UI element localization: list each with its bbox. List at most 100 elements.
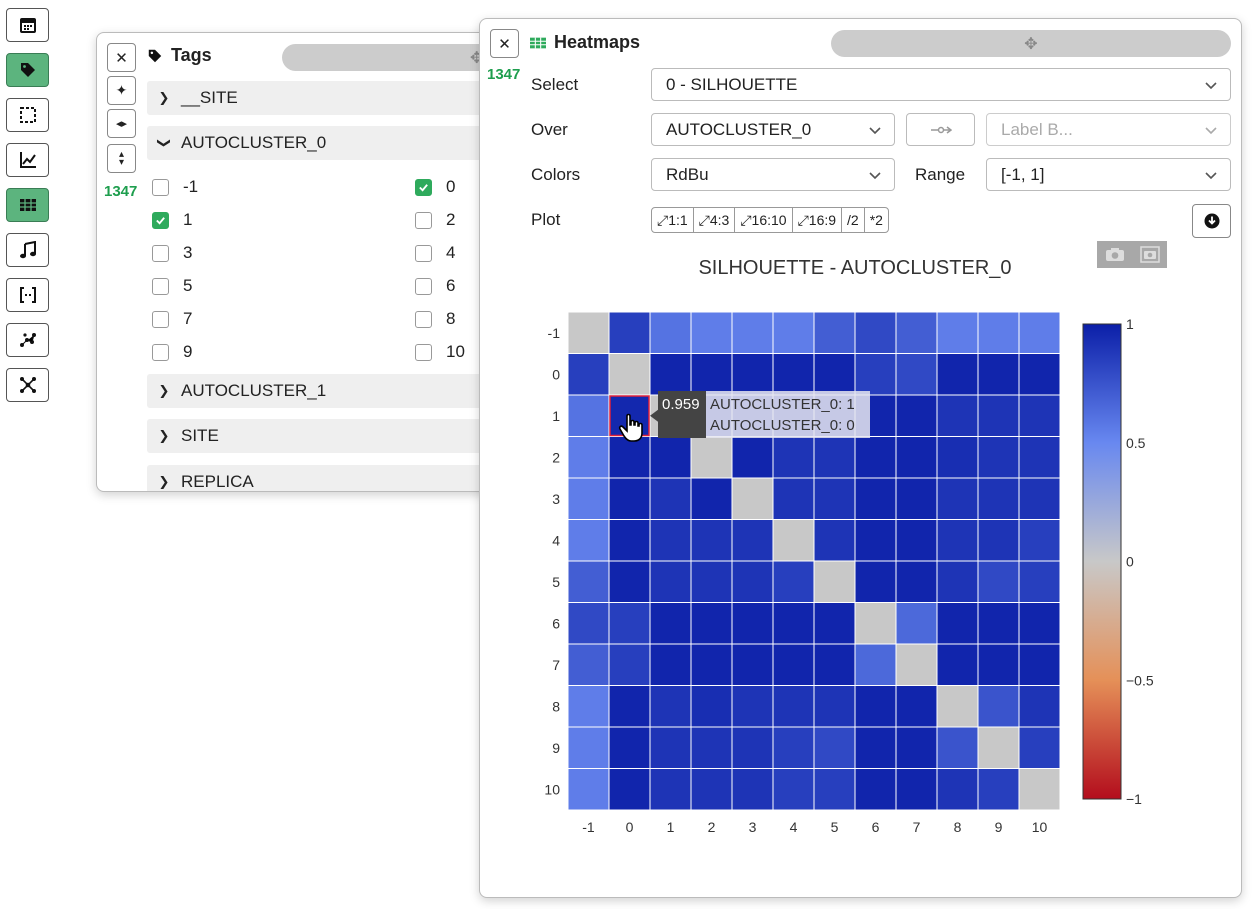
heatmap-cell[interactable] xyxy=(731,726,774,769)
music-button[interactable] xyxy=(6,233,49,267)
heatmap-cell[interactable] xyxy=(567,477,610,520)
tag-item-4[interactable]: 4 xyxy=(415,243,455,263)
download-button[interactable] xyxy=(1192,204,1231,238)
calendar-button[interactable] xyxy=(6,8,49,42)
heatmap-cell[interactable] xyxy=(649,602,692,645)
heatmap-cell[interactable] xyxy=(977,768,1020,811)
heatmap-cell[interactable] xyxy=(1018,477,1061,520)
heatmap-cell[interactable] xyxy=(567,311,610,354)
heatmap-cell[interactable] xyxy=(608,311,651,354)
heatmap-cell[interactable] xyxy=(772,477,815,520)
heatmap-cell[interactable] xyxy=(690,560,733,603)
heatmap-cell[interactable] xyxy=(813,519,856,562)
tag-group-site[interactable]: ❯ SITE xyxy=(147,419,482,453)
heatmap-cell[interactable] xyxy=(567,685,610,728)
heatmap-cell[interactable] xyxy=(649,726,692,769)
heatmap-cell[interactable] xyxy=(608,519,651,562)
tag-item-3[interactable]: 3 xyxy=(152,243,192,263)
heatmap-cell[interactable] xyxy=(731,353,774,396)
tags-button[interactable] xyxy=(6,53,49,87)
heatmap-cell[interactable] xyxy=(813,311,856,354)
heatmap-cell[interactable] xyxy=(1018,685,1061,728)
tags-drag-handle[interactable]: ✥ xyxy=(282,44,495,71)
heatmaps-button[interactable] xyxy=(6,188,49,222)
camera-frame-icon[interactable] xyxy=(1139,246,1160,263)
tag-item-5[interactable]: 5 xyxy=(152,276,192,296)
heatmap-cell[interactable] xyxy=(690,726,733,769)
heatmap-cell[interactable] xyxy=(1018,394,1061,437)
heatmap-cell[interactable] xyxy=(936,602,979,645)
heatmap-cell[interactable] xyxy=(1018,726,1061,769)
heatmap-cell[interactable] xyxy=(690,602,733,645)
heatmap-cell[interactable] xyxy=(813,477,856,520)
scatter-button[interactable] xyxy=(6,323,49,357)
heatmap-cell[interactable] xyxy=(772,643,815,686)
expand-vertical-button[interactable]: ▴ ▾ xyxy=(107,144,136,173)
heatmap-cell[interactable] xyxy=(567,353,610,396)
heatmap-cell[interactable] xyxy=(772,353,815,396)
ratio-1-1-button[interactable]: ⤢ 1:1 xyxy=(652,208,694,232)
heatmap-cell[interactable] xyxy=(567,560,610,603)
selection-button[interactable] xyxy=(6,98,49,132)
heatmap-cell[interactable] xyxy=(895,353,938,396)
heatmap-cell[interactable] xyxy=(1018,602,1061,645)
heatmap-cell[interactable] xyxy=(977,560,1020,603)
heatmap-cell[interactable] xyxy=(977,685,1020,728)
ratio-16-9-button[interactable]: ⤢ 16:9 xyxy=(793,208,843,232)
heatmap-cell[interactable] xyxy=(731,685,774,728)
heatmap-cell[interactable] xyxy=(567,436,610,479)
heatmap-cell[interactable] xyxy=(608,353,651,396)
heatmap-cell[interactable] xyxy=(813,768,856,811)
tag-item-0[interactable]: 0 xyxy=(415,177,455,197)
heatmap-cell[interactable] xyxy=(1018,311,1061,354)
heatmap-cell[interactable] xyxy=(649,353,692,396)
heatmap-cell[interactable] xyxy=(895,394,938,437)
heatmap-cell[interactable] xyxy=(649,436,692,479)
heatmap-cell[interactable] xyxy=(854,643,897,686)
heatmap-cell[interactable] xyxy=(977,311,1020,354)
network-button[interactable] xyxy=(6,368,49,402)
heatmap-cell[interactable] xyxy=(854,560,897,603)
checkbox[interactable] xyxy=(415,343,432,361)
heatmap-cell[interactable] xyxy=(977,436,1020,479)
heatmap-cell[interactable] xyxy=(608,560,651,603)
over-dropdown[interactable]: AUTOCLUSTER_0 xyxy=(651,113,895,146)
tag-group-autocluster-1[interactable]: ❯ AUTOCLUSTER_1 xyxy=(147,374,482,408)
heatmap-cell[interactable] xyxy=(895,436,938,479)
heatmap-cell[interactable] xyxy=(649,560,692,603)
heatmap-cell[interactable] xyxy=(567,643,610,686)
heatmap-cell[interactable] xyxy=(690,768,733,811)
tag-item-7[interactable]: 7 xyxy=(152,309,192,329)
heatmap-cell[interactable] xyxy=(895,602,938,645)
brackets-button[interactable] xyxy=(6,278,49,312)
tag-item-10[interactable]: 10 xyxy=(415,342,465,362)
heatmap-cell[interactable] xyxy=(608,643,651,686)
checkbox[interactable] xyxy=(152,343,169,361)
heatmap-cell[interactable] xyxy=(977,353,1020,396)
heatmap-cell[interactable] xyxy=(567,768,610,811)
tag-item-9[interactable]: 9 xyxy=(152,342,192,362)
heatmap-cell[interactable] xyxy=(936,643,979,686)
heatmap-cell[interactable] xyxy=(854,353,897,396)
heatmap-cell[interactable] xyxy=(731,560,774,603)
checkbox[interactable] xyxy=(152,244,169,262)
heatmap-cell[interactable] xyxy=(731,768,774,811)
heatmap-cell[interactable] xyxy=(895,519,938,562)
heatmap-cell[interactable] xyxy=(649,768,692,811)
heatmap-cell[interactable] xyxy=(608,726,651,769)
heatmap-cell[interactable] xyxy=(936,353,979,396)
heatmap-cell[interactable] xyxy=(813,560,856,603)
range-dropdown[interactable]: [-1, 1] xyxy=(986,158,1231,191)
heatmap-cell[interactable] xyxy=(731,643,774,686)
tag-group-autocluster-0[interactable]: ❯ AUTOCLUSTER_0 xyxy=(147,126,482,160)
heatmap-cell[interactable] xyxy=(608,685,651,728)
heatmap-cell[interactable] xyxy=(977,477,1020,520)
heatmap-cell[interactable] xyxy=(649,477,692,520)
heatmap-cell[interactable] xyxy=(772,726,815,769)
tag-group-replica[interactable]: ❯ REPLICA xyxy=(147,465,482,491)
heatmap-cell[interactable] xyxy=(936,477,979,520)
heatmap-cell[interactable] xyxy=(690,477,733,520)
heatmap-cell[interactable] xyxy=(977,519,1020,562)
colors-dropdown[interactable]: RdBu xyxy=(651,158,895,191)
select-dropdown[interactable]: 0 - SILHOUETTE xyxy=(651,68,1231,101)
